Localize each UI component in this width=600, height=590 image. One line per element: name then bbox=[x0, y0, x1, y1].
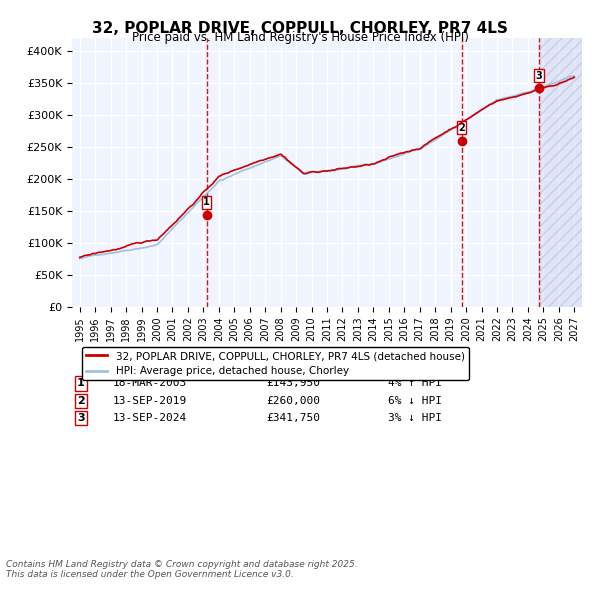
Text: 3% ↓ HPI: 3% ↓ HPI bbox=[388, 413, 442, 423]
Text: £341,750: £341,750 bbox=[266, 413, 320, 423]
Text: 13-SEP-2024: 13-SEP-2024 bbox=[113, 413, 187, 423]
Text: Price paid vs. HM Land Registry's House Price Index (HPI): Price paid vs. HM Land Registry's House … bbox=[131, 31, 469, 44]
Text: 4% ↑ HPI: 4% ↑ HPI bbox=[388, 378, 442, 388]
Text: £260,000: £260,000 bbox=[266, 396, 320, 406]
Text: £143,950: £143,950 bbox=[266, 378, 320, 388]
Text: Contains HM Land Registry data © Crown copyright and database right 2025.
This d: Contains HM Land Registry data © Crown c… bbox=[6, 560, 358, 579]
Text: 2: 2 bbox=[458, 123, 465, 133]
Text: 1: 1 bbox=[77, 378, 85, 388]
Bar bbox=[539, 38, 582, 307]
Text: 13-SEP-2019: 13-SEP-2019 bbox=[113, 396, 187, 406]
Text: 32, POPLAR DRIVE, COPPULL, CHORLEY, PR7 4LS: 32, POPLAR DRIVE, COPPULL, CHORLEY, PR7 … bbox=[92, 21, 508, 35]
Text: 1: 1 bbox=[203, 197, 210, 207]
Text: 6% ↓ HPI: 6% ↓ HPI bbox=[388, 396, 442, 406]
Text: 3: 3 bbox=[536, 71, 542, 81]
Text: 3: 3 bbox=[77, 413, 85, 423]
Text: 2: 2 bbox=[77, 396, 85, 406]
Text: 18-MAR-2003: 18-MAR-2003 bbox=[113, 378, 187, 388]
Legend: 32, POPLAR DRIVE, COPPULL, CHORLEY, PR7 4LS (detached house), HPI: Average price: 32, POPLAR DRIVE, COPPULL, CHORLEY, PR7 … bbox=[82, 347, 469, 381]
